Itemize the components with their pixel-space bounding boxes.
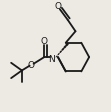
Text: O: O [54, 2, 61, 11]
Text: O: O [27, 61, 34, 70]
Text: N: N [48, 54, 55, 63]
Text: O: O [41, 37, 48, 46]
